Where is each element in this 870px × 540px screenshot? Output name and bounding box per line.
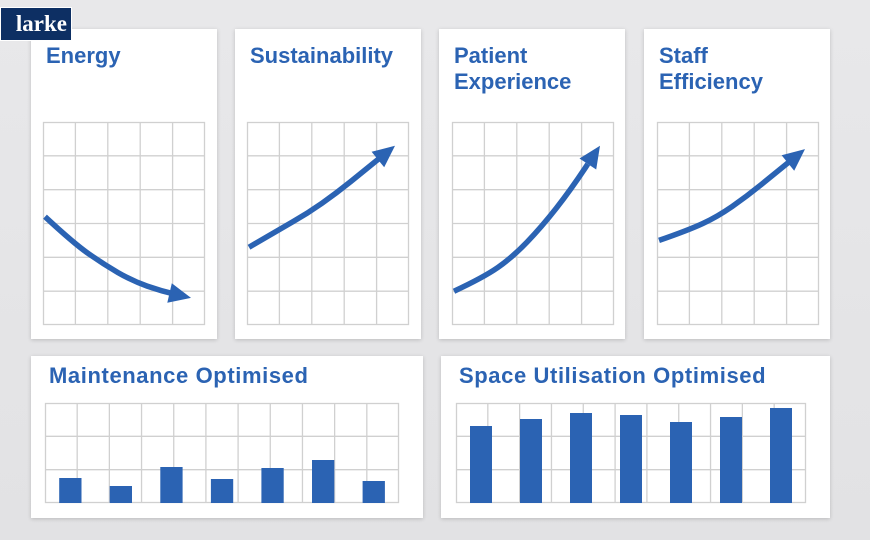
maintenance-chart xyxy=(44,402,400,504)
trend-line xyxy=(452,162,591,294)
bar-7 xyxy=(770,408,792,503)
patient-experience-chart xyxy=(451,121,615,326)
bar-5 xyxy=(261,468,284,503)
sustainability-card: Sustainability xyxy=(235,29,421,339)
bar-6 xyxy=(720,417,742,503)
grid xyxy=(44,402,400,504)
bar-5 xyxy=(670,422,692,503)
company-logo: larke xyxy=(0,7,72,41)
space-utilisation-chart xyxy=(455,402,807,504)
bar-3 xyxy=(160,467,183,503)
trend-line xyxy=(658,158,794,243)
trend-line xyxy=(43,214,180,298)
bar-3 xyxy=(570,413,592,503)
bar-1 xyxy=(470,426,492,503)
patient-experience-title: Patient Experience xyxy=(454,43,572,94)
grid xyxy=(451,121,615,326)
trend-line xyxy=(247,154,384,250)
staff-efficiency-card: Staff Efficiency xyxy=(644,29,830,339)
patient-experience-card: Patient Experience xyxy=(439,29,625,339)
bar-7 xyxy=(362,481,385,503)
energy-card: Energy xyxy=(31,29,217,339)
energy-title: Energy xyxy=(46,43,121,68)
arrow-head xyxy=(371,145,395,168)
bar-2 xyxy=(109,486,132,503)
maintenance-title: Maintenance Optimised xyxy=(49,363,309,388)
bar-6 xyxy=(312,460,335,503)
bar-4 xyxy=(620,415,642,503)
space-utilisation-title: Space Utilisation Optimised xyxy=(459,363,767,388)
bar-4 xyxy=(210,479,234,503)
arrow-head xyxy=(781,149,805,171)
bar-1 xyxy=(59,478,82,503)
staff-efficiency-title: Staff Efficiency xyxy=(659,43,763,94)
energy-chart xyxy=(42,121,206,326)
space-utilisation-card: Space Utilisation Optimised xyxy=(441,356,830,518)
staff-efficiency-chart xyxy=(656,121,820,326)
arrow-head xyxy=(167,283,191,303)
maintenance-card: Maintenance Optimised xyxy=(31,356,423,518)
bar-2 xyxy=(520,419,542,503)
sustainability-chart xyxy=(246,121,410,326)
arrow-head xyxy=(579,145,600,170)
sustainability-title: Sustainability xyxy=(250,43,394,68)
